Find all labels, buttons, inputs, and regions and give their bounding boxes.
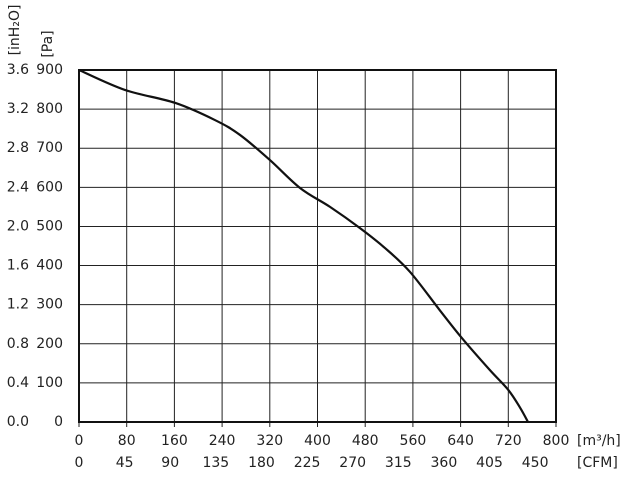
x2-tick-label: 45 [116,455,134,471]
y-tick-label: 300 [36,297,63,313]
y-tick-label: 500 [36,218,63,234]
x2-tick-label: 360 [431,455,458,471]
y2-tick-label: 3.2 [7,101,29,117]
x-tick-label: 720 [495,433,522,449]
curve [78,68,529,423]
x-tick-label: 560 [400,433,427,449]
y2-tick-label: 1.6 [7,258,29,274]
x2-tick-label: 450 [522,455,549,471]
x-tick-label: 800 [543,433,570,449]
x2-tick-label: 135 [202,455,229,471]
x-tick-label: 480 [352,433,379,449]
x2-tick-label: 405 [476,455,503,471]
x-tick-label: 640 [447,433,474,449]
y2-tick-label: 0.4 [7,375,29,391]
y-axis-label: [Pa] [40,30,56,57]
x2-tick-label: 270 [339,455,366,471]
y-tick-label: 900 [36,62,63,78]
y2-tick-label: 2.8 [7,140,29,156]
y-tick-label: 100 [36,375,63,391]
x-tick-label: 240 [209,433,236,449]
y-tick-label: 0 [54,414,63,430]
y-tick-label: 700 [36,140,63,156]
y2-tick-label: 2.0 [7,218,29,234]
x-tick-label: 160 [161,433,188,449]
y2-tick-label: 2.4 [7,179,29,195]
y2-axis-label: [inH₂O] [7,5,23,56]
x2-tick-label: 315 [385,455,412,471]
x2-tick-label: 180 [248,455,275,471]
y2-tick-label: 0.8 [7,336,29,352]
x-tick-label: 0 [75,433,84,449]
x2-axis-label: [CFM] [577,455,618,471]
x2-tick-label: 225 [294,455,321,471]
y-tick-label: 200 [36,336,63,352]
y2-tick-label: 3.6 [7,62,29,78]
plot-frame [78,69,557,423]
y-tick-label: 400 [36,258,63,274]
x-tick-label: 400 [304,433,331,449]
x-tick-label: 320 [256,433,283,449]
y2-tick-label: 1.2 [7,297,29,313]
y2-tick-label: 0.0 [7,414,29,430]
x-tick-label: 80 [118,433,136,449]
y-tick-label: 600 [36,179,63,195]
y-tick-label: 800 [36,101,63,117]
x2-tick-label: 0 [75,455,84,471]
x-axis-label: [m³/h] [577,433,621,449]
x2-tick-label: 90 [161,455,179,471]
